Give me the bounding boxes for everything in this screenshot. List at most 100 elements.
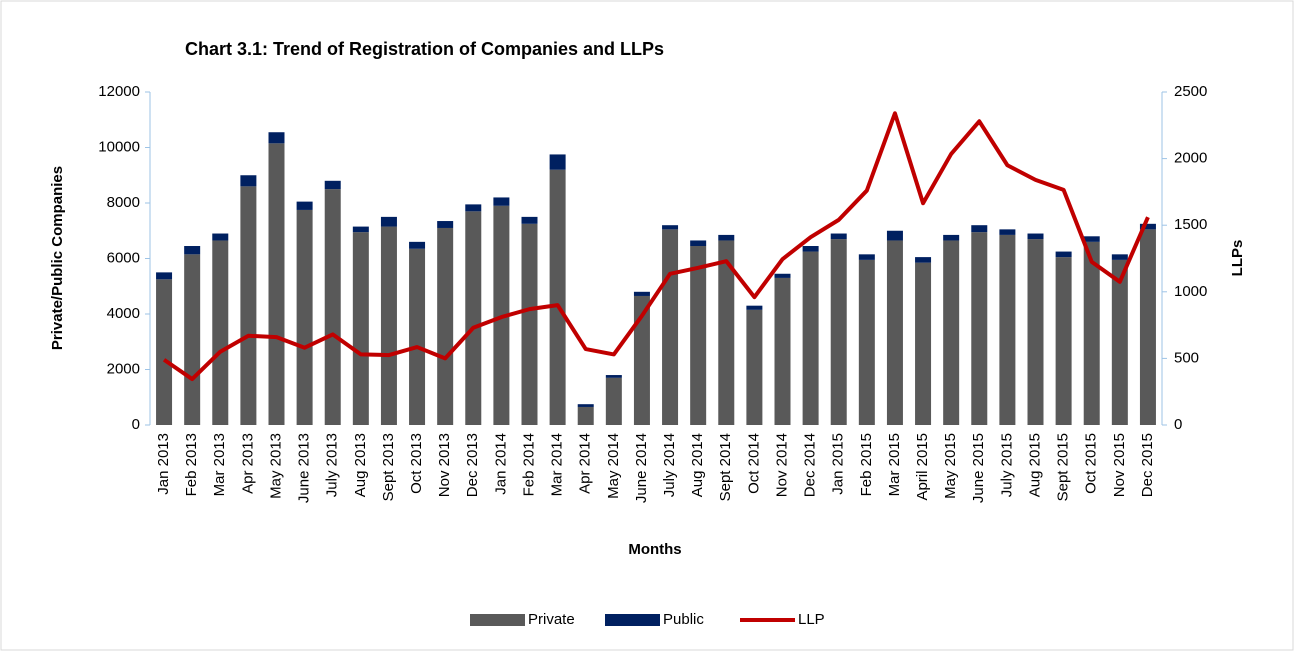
y2-tick-label: 2000 [1174, 150, 1207, 167]
x-tick-label: Apr 2013 [239, 433, 256, 494]
x-tick-label: May 2014 [605, 433, 622, 499]
bar [605, 377, 622, 425]
bar [437, 227, 454, 425]
bar [1027, 233, 1044, 240]
x-tick-label: Jan 2015 [830, 433, 847, 495]
x-tick-label: Nov 2014 [773, 433, 790, 497]
bar [999, 229, 1016, 235]
y2-tick-label: 1500 [1174, 216, 1207, 233]
y-tick-label: 12000 [98, 83, 140, 100]
x-tick-label: Feb 2014 [520, 433, 537, 496]
bar [943, 240, 960, 425]
x-tick-label: Feb 2013 [183, 433, 200, 496]
bar [858, 259, 875, 425]
x-tick-label: June 2014 [633, 433, 650, 503]
bar [971, 225, 988, 233]
bar [915, 257, 932, 263]
bar [1083, 241, 1100, 425]
x-tick-label: Mar 2015 [886, 433, 903, 496]
bar [577, 404, 594, 407]
bar [437, 221, 454, 228]
bar [409, 248, 426, 425]
bar [380, 216, 397, 227]
x-tick-label: Oct 2013 [408, 433, 425, 494]
bar [240, 186, 257, 425]
y2-tick-label: 1000 [1174, 283, 1207, 300]
x-tick-label: Sept 2013 [380, 433, 397, 501]
x-tick-label: Nov 2013 [436, 433, 453, 497]
x-tick-label: June 2013 [296, 433, 313, 503]
x-tick-label: Aug 2013 [352, 433, 369, 497]
x-tick-label: Feb 2015 [858, 433, 875, 496]
x-tick-label: July 2013 [324, 433, 341, 497]
bar [971, 232, 988, 425]
bar [830, 239, 847, 425]
y2-axis-label: LLPs [1229, 240, 1246, 277]
bar [718, 234, 735, 241]
x-tick-label: Nov 2015 [1111, 433, 1128, 497]
x-tick-label: Sept 2015 [1055, 433, 1072, 501]
y-tick-label: 10000 [98, 138, 140, 155]
y2-tick-label: 0 [1174, 416, 1182, 433]
x-tick-label: Dec 2014 [802, 433, 819, 497]
y-tick-label: 4000 [107, 305, 140, 322]
bar [802, 251, 819, 425]
bar [774, 277, 791, 425]
legend-label: Public [663, 611, 704, 628]
llp-line [162, 111, 1150, 382]
bar [633, 295, 650, 425]
bar [1139, 223, 1156, 230]
bar [352, 226, 369, 233]
x-tick-label: Jan 2014 [492, 433, 509, 495]
bar [324, 189, 341, 425]
x-tick-label: June 2015 [970, 433, 987, 503]
bar [830, 233, 847, 240]
bar [521, 216, 538, 224]
bar [184, 246, 201, 255]
bar [662, 225, 679, 230]
bar [352, 232, 369, 425]
y-axis-label: Private/Public Companies [49, 166, 66, 350]
x-tick-label: April 2015 [914, 433, 931, 501]
bar [718, 240, 735, 425]
y-tick-label: 0 [132, 416, 140, 433]
x-tick-label: July 2015 [998, 433, 1015, 497]
bar [1083, 236, 1100, 242]
bar [212, 233, 229, 241]
bar [858, 254, 875, 260]
bar [1055, 257, 1072, 425]
legend-swatch [470, 614, 525, 626]
bar [886, 240, 903, 425]
bar [465, 204, 482, 212]
bar [1055, 251, 1072, 258]
x-tick-label: May 2015 [942, 433, 959, 499]
bar [1027, 239, 1044, 425]
bar [465, 211, 482, 425]
bar [409, 241, 426, 249]
bar [268, 132, 285, 144]
y-tick-label: 6000 [107, 249, 140, 266]
legend-label: LLP [798, 611, 825, 628]
bar [493, 197, 510, 206]
bar [1111, 254, 1128, 260]
y2-tick-label: 2500 [1174, 83, 1207, 100]
x-tick-label: Mar 2014 [549, 433, 566, 496]
bar [943, 234, 960, 241]
bar [605, 375, 622, 378]
bar [296, 209, 313, 425]
bar [268, 143, 285, 425]
bar [746, 309, 763, 425]
x-tick-label: Apr 2014 [577, 433, 594, 494]
bar [577, 406, 594, 425]
y2-tick-label: 500 [1174, 349, 1199, 366]
x-tick-label: Oct 2015 [1083, 433, 1100, 494]
x-tick-label: Oct 2014 [745, 433, 762, 494]
bar [915, 262, 932, 425]
legend-label: Private [528, 611, 575, 628]
bar [1139, 229, 1156, 425]
x-tick-label: Dec 2015 [1139, 433, 1156, 497]
y-tick-label: 2000 [107, 360, 140, 377]
bar [521, 223, 538, 425]
bar [212, 240, 229, 425]
bar [662, 229, 679, 425]
